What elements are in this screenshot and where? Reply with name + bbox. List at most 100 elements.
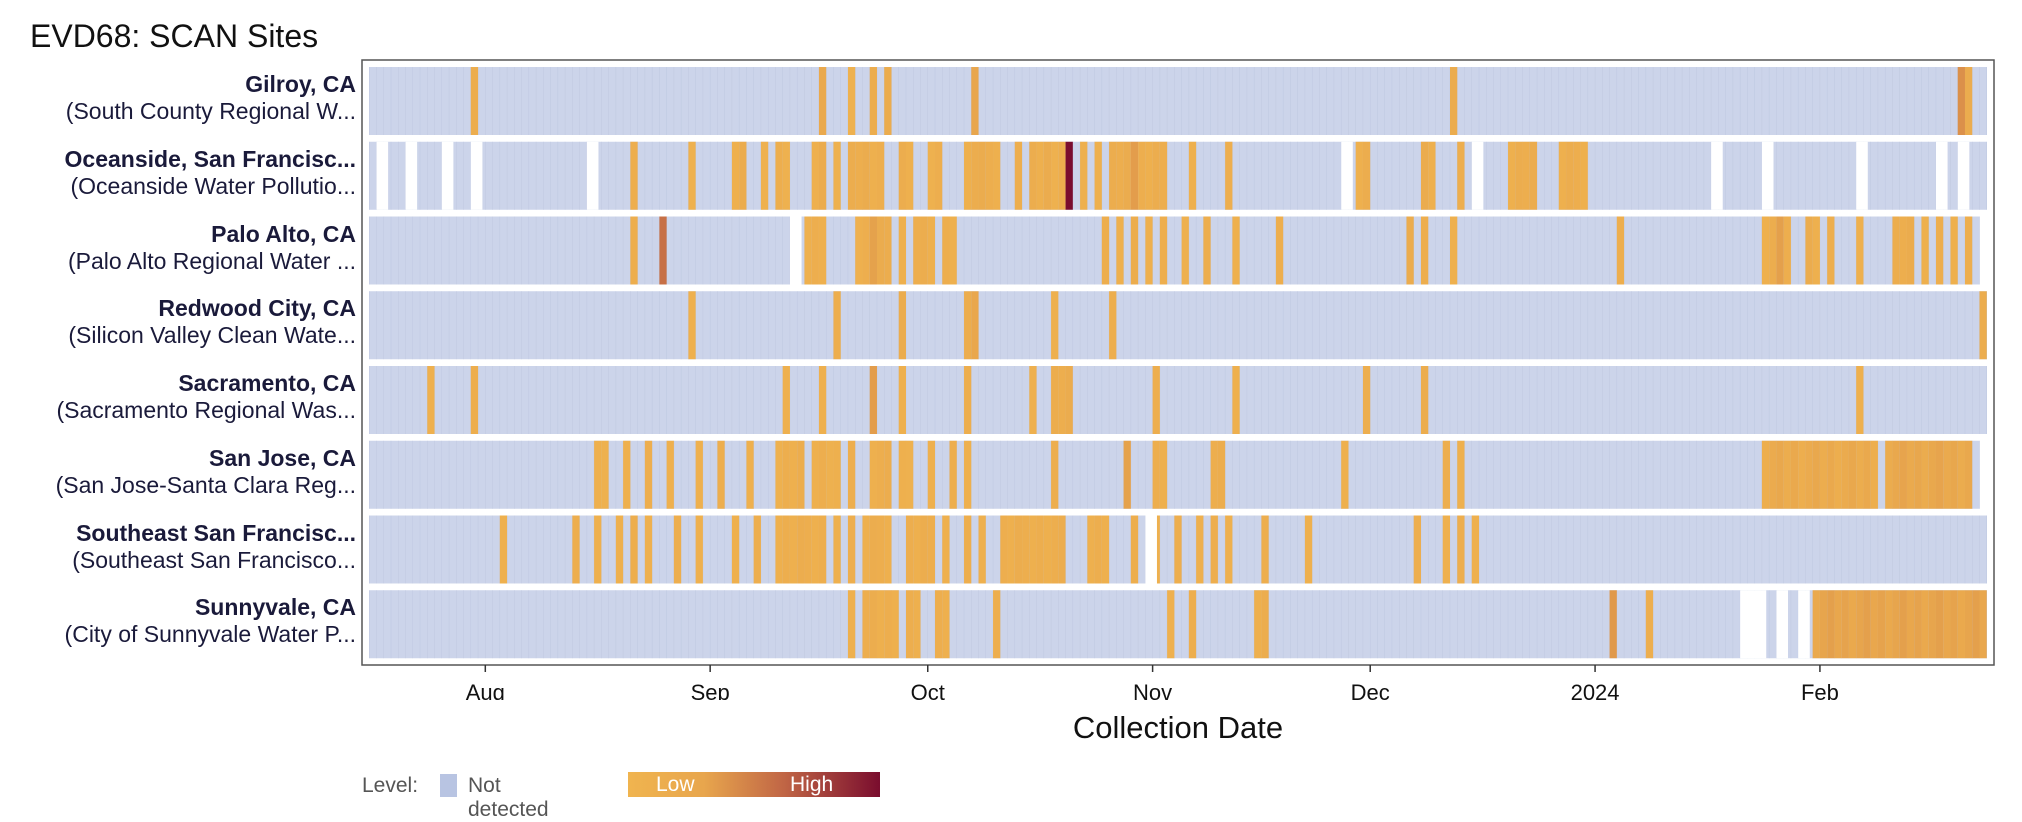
detection-cell <box>731 515 740 584</box>
detection-cell <box>898 291 906 360</box>
detection-cell <box>1101 515 1110 584</box>
missing-sample-gap <box>441 141 454 210</box>
detection-cell <box>470 67 479 135</box>
detection-cell <box>1921 590 1929 659</box>
detection-cell <box>811 515 819 584</box>
missing-sample-gap <box>1776 590 1789 659</box>
detection-cell <box>1210 515 1218 584</box>
heatmap-plot: Aug Sep Oct Nov Dec 2024 Feb <box>361 59 1995 700</box>
detection-cell <box>1834 440 1842 509</box>
detection-cell <box>782 141 790 210</box>
detection-cell <box>1848 590 1857 659</box>
detection-cell <box>1457 141 1465 210</box>
detection-cell <box>1805 440 1813 509</box>
detection-cell <box>1979 590 1987 659</box>
detection-cell <box>1094 515 1102 584</box>
x-axis: Aug Sep Oct Nov Dec 2024 Feb <box>466 665 1839 700</box>
missing-sample-gap <box>1471 141 1484 210</box>
site-labels: Gilroy, CA (South County Regional W... Oce… <box>0 0 356 700</box>
detection-cell <box>1609 590 1617 659</box>
detection-cell <box>804 216 812 285</box>
detection-cell <box>1196 515 1204 584</box>
detection-cell <box>876 590 885 659</box>
detection-cell <box>1783 440 1791 509</box>
detection-cell <box>1275 216 1284 285</box>
missing-sample-gap <box>1145 515 1157 584</box>
detection-cell <box>811 440 819 509</box>
detection-cell <box>775 440 783 509</box>
missing-sample-gap <box>1711 141 1723 210</box>
detection-cell <box>1442 515 1450 584</box>
x-tick-label: Sep <box>691 680 730 700</box>
detection-cell <box>1181 216 1189 285</box>
detection-cell <box>1957 67 1965 135</box>
detection-cell <box>775 515 783 584</box>
detection-cell <box>884 440 892 509</box>
detection-cell <box>1188 590 1197 659</box>
detection-cell <box>898 216 906 285</box>
detection-cell <box>1116 141 1124 210</box>
detection-cell <box>1892 590 1900 659</box>
detection-cell <box>927 515 936 584</box>
detection-cell <box>1051 291 1059 360</box>
heatmap-rows <box>369 67 1987 659</box>
row-background <box>369 366 1987 434</box>
detection-cell <box>1420 141 1429 210</box>
detection-cell <box>869 141 877 210</box>
detection-cell <box>1362 366 1371 434</box>
detection-cell <box>1812 440 1820 509</box>
detection-cell <box>818 216 827 285</box>
detection-cell <box>1159 440 1168 509</box>
site-plant-name: (Southeast San Francisco... <box>72 546 356 573</box>
detection-cell <box>1420 366 1429 434</box>
detection-cell <box>1856 216 1864 285</box>
missing-sample-gap <box>1957 141 1970 210</box>
detection-cell <box>1935 216 1944 285</box>
detection-cell <box>1819 590 1828 659</box>
detection-cell <box>1000 515 1008 584</box>
detection-cell <box>913 216 921 285</box>
site-name: San Jose, CA <box>209 444 356 471</box>
detection-cell <box>862 590 870 659</box>
detection-cell <box>935 590 943 659</box>
detection-cell <box>811 141 819 210</box>
detection-cell <box>1036 141 1044 210</box>
detection-cell <box>1798 440 1806 509</box>
detection-cell <box>855 141 863 210</box>
detection-cell <box>1943 440 1951 509</box>
detection-cell <box>1508 141 1516 210</box>
detection-cell <box>782 440 790 509</box>
site-name: Redwood City, CA <box>158 295 356 322</box>
heatmap-row <box>369 291 1987 360</box>
detection-cell <box>1964 440 1973 509</box>
detection-cell <box>1188 141 1197 210</box>
detection-cell <box>1051 366 1059 434</box>
missing-sample-gap <box>405 141 418 210</box>
detection-cell <box>847 141 856 210</box>
detection-cell <box>884 590 892 659</box>
detection-cell <box>942 515 950 584</box>
detection-cell <box>869 216 877 285</box>
detection-cell <box>862 141 870 210</box>
site-name: Sacramento, CA <box>178 370 356 396</box>
chart-title: EVD68: SCAN Sites <box>30 18 319 54</box>
detection-cell <box>1529 141 1538 210</box>
detection-cell <box>695 515 703 584</box>
detection-cell <box>1921 216 1929 285</box>
detection-cell <box>1848 440 1857 509</box>
detection-cell <box>847 515 856 584</box>
detection-cell <box>1065 366 1073 434</box>
detection-cell <box>898 440 906 509</box>
detection-cell <box>1841 440 1849 509</box>
detection-cell <box>1152 366 1160 434</box>
detection-cell <box>920 515 928 584</box>
detection-cell <box>1130 141 1139 210</box>
legend-high-label: High <box>790 773 834 796</box>
detection-cell <box>594 515 602 584</box>
detection-cell <box>1036 515 1044 584</box>
detection-cell <box>1043 141 1052 210</box>
detection-cell <box>906 440 914 509</box>
missing-sample-gap <box>1856 141 1868 210</box>
detection-cell <box>746 440 754 509</box>
detection-cell <box>1167 590 1175 659</box>
